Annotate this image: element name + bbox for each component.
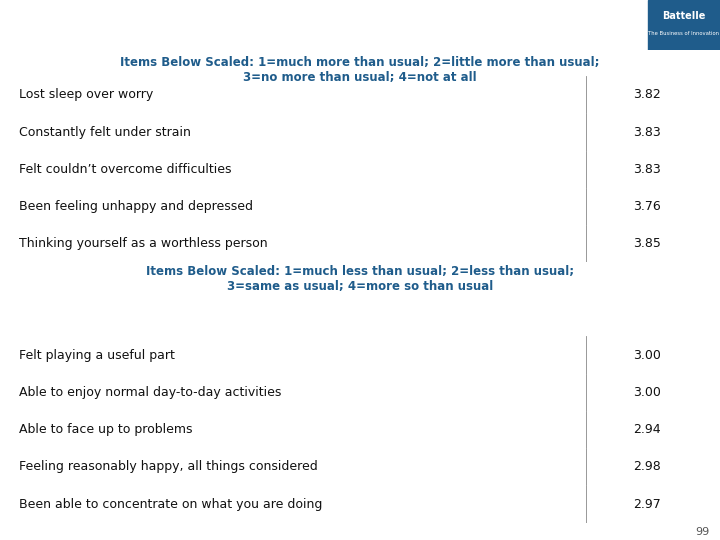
Text: General Health Questionnaire: General Health Questionnaire <box>11 11 454 37</box>
Text: Feeling reasonably happy, all things considered: Feeling reasonably happy, all things con… <box>19 460 318 474</box>
Text: 2.98: 2.98 <box>633 460 661 474</box>
Text: Felt playing a useful part: Felt playing a useful part <box>19 348 175 362</box>
Text: 3.76: 3.76 <box>633 200 661 213</box>
Text: 2.94: 2.94 <box>633 423 660 436</box>
Text: Been able to concentrate on what you are doing: Been able to concentrate on what you are… <box>19 497 323 511</box>
Text: Thinking yourself as a worthless person: Thinking yourself as a worthless person <box>19 237 268 251</box>
Text: Constantly felt under strain: Constantly felt under strain <box>19 125 191 139</box>
Text: 2.97: 2.97 <box>633 497 661 511</box>
Text: 3.85: 3.85 <box>633 237 661 251</box>
Text: 3.00: 3.00 <box>633 386 661 399</box>
Text: Items Below Scaled: 1=much more than usual; 2=little more than usual;
3=no more : Items Below Scaled: 1=much more than usu… <box>120 56 600 84</box>
Text: 99: 99 <box>695 527 709 537</box>
Text: Items Below Scaled: 1=much less than usual; 2=less than usual;
3=same as usual; : Items Below Scaled: 1=much less than usu… <box>146 265 574 293</box>
Text: 3.83: 3.83 <box>633 163 661 176</box>
Text: 3.83: 3.83 <box>633 125 661 139</box>
Text: Able to face up to problems: Able to face up to problems <box>19 423 193 436</box>
Text: Mean: Mean <box>626 51 667 64</box>
Text: 3.82: 3.82 <box>633 88 661 102</box>
Text: The Business of Innovation: The Business of Innovation <box>649 31 719 36</box>
Text: (12 items): (12 items) <box>454 17 550 35</box>
Polygon shape <box>580 0 660 50</box>
Text: Battelle: Battelle <box>662 11 706 21</box>
Text: Item: Item <box>19 51 53 64</box>
Text: Been feeling unhappy and depressed: Been feeling unhappy and depressed <box>19 200 253 213</box>
Text: Able to enjoy normal day-to-day activities: Able to enjoy normal day-to-day activiti… <box>19 386 282 399</box>
Text: Lost sleep over worry: Lost sleep over worry <box>19 88 153 102</box>
Text: Felt couldn’t overcome difficulties: Felt couldn’t overcome difficulties <box>19 163 232 176</box>
Text: Item: Item <box>19 311 53 325</box>
Text: 3.00: 3.00 <box>633 348 661 362</box>
Bar <box>648 0 720 50</box>
Text: Mean: Mean <box>626 311 667 325</box>
